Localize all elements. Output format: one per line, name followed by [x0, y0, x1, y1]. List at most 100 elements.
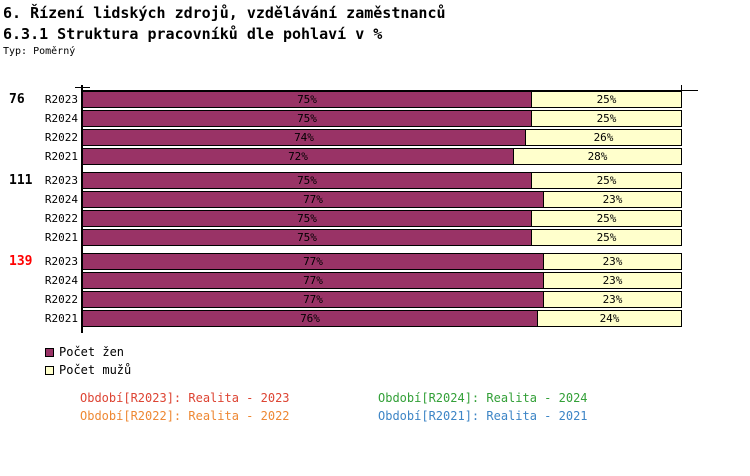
men-segment: 26%: [526, 129, 682, 146]
stacked-bar: 75% 25%: [82, 172, 682, 189]
women-segment: 72%: [82, 148, 514, 165]
women-percent-label: 77%: [303, 293, 323, 306]
men-segment: 25%: [532, 172, 682, 189]
bar-row: R2021 76% 24%: [45, 310, 682, 327]
men-segment: 25%: [532, 110, 682, 127]
men-segment: 23%: [544, 253, 682, 270]
men-color-swatch: [45, 365, 54, 375]
women-percent-label: 76%: [300, 312, 320, 325]
stacked-bar: 77% 23%: [82, 253, 682, 270]
bar-group: 76 R2023 75% 25% R2024 75% 25% R2022 74% 26% R2021…: [9, 91, 682, 165]
women-percent-label: 75%: [297, 174, 317, 187]
men-percent-label: 28%: [587, 150, 608, 163]
women-segment: 74%: [82, 129, 526, 146]
men-segment: 24%: [538, 310, 682, 327]
axis-top-tick: [75, 87, 90, 88]
period-label-r2024: Období[R2024]: Realita - 2024: [378, 391, 588, 405]
bar-chart: 76 R2023 75% 25% R2024 75% 25% R2022 74% 26% R2021…: [9, 91, 682, 334]
women-percent-label: 77%: [303, 255, 323, 268]
women-percent-label: 77%: [303, 193, 323, 206]
chart-type-label: Typ: Poměrný: [3, 46, 76, 57]
men-percent-label: 25%: [596, 112, 617, 125]
women-segment: 76%: [82, 310, 538, 327]
bar-row: R2023 77% 23%: [45, 253, 682, 270]
bar-row: R2021 72% 28%: [45, 148, 682, 165]
period-axis-label: R2022: [44, 131, 78, 144]
men-percent-label: 23%: [602, 274, 623, 287]
bar-row: R2023 75% 25%: [45, 172, 682, 189]
period-axis-label: R2022: [44, 212, 78, 225]
men-segment: 25%: [532, 229, 682, 246]
women-segment: 75%: [82, 172, 532, 189]
women-segment: 75%: [82, 91, 532, 108]
men-percent-label: 25%: [596, 93, 617, 106]
men-segment: 23%: [544, 291, 682, 308]
bar-row: R2024 77% 23%: [45, 191, 682, 208]
legend: Počet žen Počet mužů: [45, 345, 132, 382]
men-segment: 23%: [544, 191, 682, 208]
women-segment: 77%: [82, 191, 544, 208]
bar-row: R2024 77% 23%: [45, 272, 682, 289]
y-axis-line: [81, 85, 83, 333]
stacked-bar: 75% 25%: [82, 91, 682, 108]
period-axis-label: R2023: [44, 174, 78, 187]
bar-group: 139 R2023 77% 23% R2024 77% 23% R2022 77% 23% R202…: [9, 253, 682, 327]
women-percent-label: 75%: [297, 231, 317, 244]
men-percent-label: 23%: [602, 193, 623, 206]
stacked-bar: 74% 26%: [82, 129, 682, 146]
period-axis-label: R2023: [44, 93, 78, 106]
period-axis-label: R2023: [44, 255, 78, 268]
period-axis-label: R2021: [44, 150, 78, 163]
period-axis-label: R2024: [44, 274, 78, 287]
legend-item-women: Počet žen: [45, 345, 131, 359]
stacked-bar: 72% 28%: [82, 148, 682, 165]
men-percent-label: 23%: [602, 293, 623, 306]
men-percent-label: 23%: [602, 255, 623, 268]
women-segment: 77%: [82, 253, 544, 270]
period-axis-label: R2021: [44, 312, 78, 325]
men-percent-label: 26%: [593, 131, 614, 144]
women-segment: 75%: [82, 229, 532, 246]
men-segment: 23%: [544, 272, 682, 289]
period-label-r2021: Období[R2021]: Realita - 2021: [378, 409, 588, 423]
group-count-label: 139: [9, 254, 33, 269]
stacked-bar: 77% 23%: [82, 272, 682, 289]
men-percent-label: 25%: [596, 174, 617, 187]
women-percent-label: 75%: [297, 212, 317, 225]
men-segment: 25%: [532, 91, 682, 108]
bar-row: R2022 75% 25%: [45, 210, 682, 227]
bar-row: R2024 75% 25%: [45, 110, 682, 127]
period-axis-label: R2024: [44, 112, 78, 125]
group-count-label: 111: [9, 173, 33, 188]
stacked-bar: 75% 25%: [82, 210, 682, 227]
men-percent-label: 25%: [596, 231, 617, 244]
legend-label-women: Počet žen: [59, 345, 125, 359]
bar-row: R2022 77% 23%: [45, 291, 682, 308]
men-segment: 28%: [514, 148, 682, 165]
men-percent-label: 25%: [596, 212, 617, 225]
women-segment: 75%: [82, 110, 532, 127]
women-segment: 77%: [82, 291, 544, 308]
period-label-r2023: Období[R2023]: Realita - 2023: [80, 391, 290, 405]
page-title: 6. Řízení lidských zdrojů, vzdělávání za…: [3, 4, 446, 22]
stacked-bar: 75% 25%: [82, 110, 682, 127]
women-percent-label: 75%: [297, 93, 317, 106]
bar-group: 111 R2023 75% 25% R2024 77% 23% R2022 75% 25% R202…: [9, 172, 682, 246]
women-percent-label: 77%: [303, 274, 323, 287]
women-segment: 77%: [82, 272, 544, 289]
women-segment: 75%: [82, 210, 532, 227]
group-count-label: 76: [9, 92, 25, 107]
stacked-bar: 77% 23%: [82, 191, 682, 208]
period-axis-label: R2021: [44, 231, 78, 244]
bar-row: R2023 75% 25%: [45, 91, 682, 108]
women-percent-label: 74%: [294, 131, 314, 144]
women-percent-label: 72%: [288, 150, 308, 163]
men-segment: 25%: [532, 210, 682, 227]
period-label-r2022: Období[R2022]: Realita - 2022: [80, 409, 290, 423]
chart-subtitle: 6.3.1 Struktura pracovníků dle pohlaví v…: [3, 25, 383, 43]
period-axis-label: R2024: [44, 193, 78, 206]
men-percent-label: 24%: [599, 312, 620, 325]
bar-row: R2022 74% 26%: [45, 129, 682, 146]
stacked-bar: 76% 24%: [82, 310, 682, 327]
legend-label-men: Počet mužů: [59, 363, 132, 377]
